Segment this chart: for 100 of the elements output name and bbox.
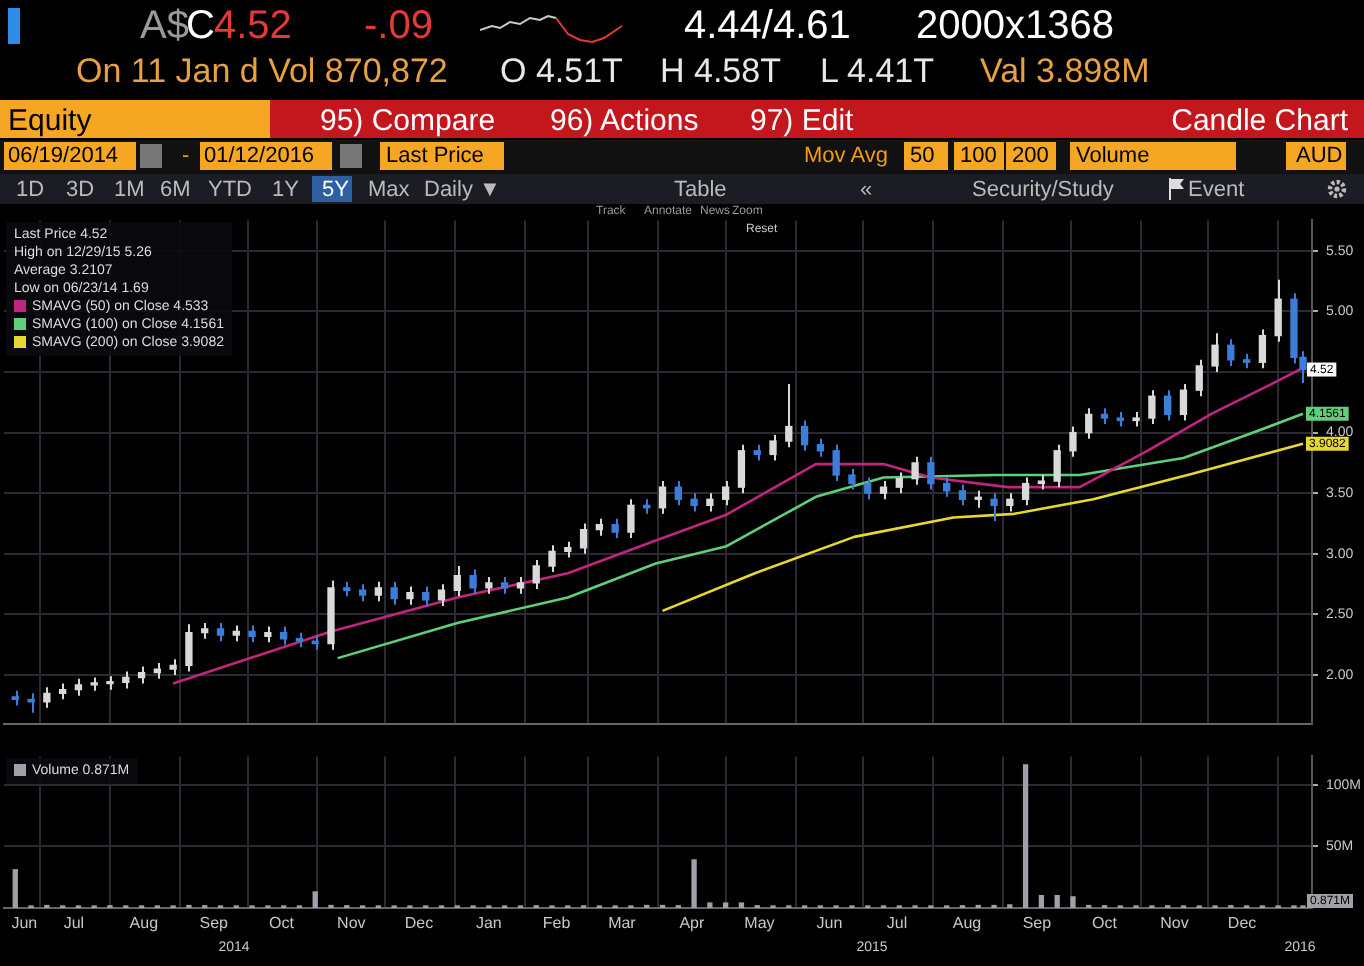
candlestick (532, 558, 540, 591)
candlestick (832, 443, 840, 483)
candlestick (374, 580, 383, 603)
candlestick (1274, 278, 1282, 343)
x-tick-label: Jun (11, 914, 38, 933)
candlestick (185, 623, 193, 673)
candlestick (958, 483, 967, 507)
candlestick (1195, 358, 1203, 398)
candlestick (785, 383, 793, 449)
candlestick (1021, 476, 1030, 507)
candlestick (879, 480, 888, 501)
x-tick-label: Aug (129, 914, 159, 933)
candlestick (1006, 492, 1014, 513)
text: Val 3.898M (980, 52, 1150, 90)
text: 97) Edit (750, 104, 854, 138)
candlestick (1069, 425, 1077, 458)
text: 1D (16, 178, 45, 202)
bar (1070, 896, 1076, 908)
text: L 4.41T (820, 52, 935, 90)
text: On 11 Jan d Vol 870,872 (76, 52, 448, 90)
text: - (182, 144, 190, 168)
bar (1022, 764, 1029, 908)
text: 6M (160, 178, 191, 202)
candlestick (422, 585, 430, 607)
x-tick-label: May (744, 914, 775, 933)
text: Equity (8, 104, 92, 138)
candlestick (1085, 407, 1093, 440)
bar (1038, 895, 1045, 908)
candlestick (453, 564, 461, 598)
candlestick (43, 686, 51, 709)
bar (691, 859, 697, 908)
text: O 4.51T (500, 52, 623, 90)
bar (738, 902, 745, 908)
text: 3D (66, 178, 95, 202)
candlestick (911, 455, 919, 486)
x-tick-label: Dec (1227, 914, 1257, 933)
candlestick (1148, 389, 1156, 426)
text: Last Price (386, 144, 484, 168)
text: -.09 (364, 4, 433, 48)
text: A$ (140, 4, 189, 48)
text: Table (674, 178, 727, 202)
text: 4.52 (214, 4, 292, 48)
bar (12, 869, 18, 908)
candlestick (674, 480, 682, 507)
x-tick-label: Sep (199, 914, 230, 933)
candlestick (437, 583, 446, 607)
candlestick (216, 621, 225, 643)
x-tick-label: Jun (816, 914, 843, 933)
candlestick (864, 476, 872, 501)
text: 5Y (322, 178, 349, 202)
text: 100 (960, 144, 997, 168)
text: 2000x1368 (916, 4, 1114, 48)
text: 1M (114, 178, 145, 202)
text: Event (1188, 178, 1245, 202)
text: Mov Avg (804, 144, 888, 168)
text: 95) Compare (320, 104, 496, 138)
text: C (186, 4, 215, 48)
x-tick-label: Apr (679, 914, 705, 933)
candlestick (737, 443, 746, 495)
candlestick (469, 568, 477, 595)
text: « (860, 178, 873, 202)
candlestick (1227, 338, 1235, 367)
text: Volume (1076, 144, 1150, 168)
text: Candle Chart (1171, 104, 1348, 138)
candlestick (627, 498, 635, 540)
x-tick-label: Mar (608, 914, 637, 933)
candlestick (548, 544, 556, 574)
bar (1054, 895, 1060, 908)
x-tick-label: Feb (542, 914, 572, 933)
candlestick (816, 437, 825, 458)
x-tick-label: Jan (475, 914, 502, 933)
candlestick (722, 480, 730, 507)
bar (723, 902, 729, 908)
text: AUD (1296, 144, 1343, 168)
candlestick (927, 455, 935, 491)
x-tick-label: Sep (1022, 914, 1053, 933)
candlestick (848, 467, 856, 491)
candlestick (1258, 328, 1267, 370)
x-tick-label: Aug (952, 914, 982, 933)
text: 01/12/2016 (204, 144, 315, 168)
text: 4.44/4.61 (684, 4, 851, 48)
candlestick (390, 580, 398, 606)
x-tick-label: Jul (886, 914, 908, 933)
text: 50 (910, 144, 935, 168)
candlestick (579, 522, 588, 555)
candlestick (279, 625, 288, 646)
text: 96) Actions (550, 104, 699, 138)
candlestick (611, 517, 619, 540)
bar (312, 891, 318, 908)
candlestick (895, 471, 903, 495)
text: 06/19/2014 (8, 144, 119, 168)
bar (707, 902, 713, 908)
candlestick (1179, 383, 1188, 422)
x-tick-label: Oct (1092, 914, 1119, 933)
text: Daily ▼ (424, 178, 501, 202)
text: 200 (1012, 144, 1049, 168)
candlestick (1053, 443, 1061, 489)
text: Max (368, 178, 410, 202)
candlestick (658, 480, 667, 515)
candlestick (690, 492, 698, 513)
